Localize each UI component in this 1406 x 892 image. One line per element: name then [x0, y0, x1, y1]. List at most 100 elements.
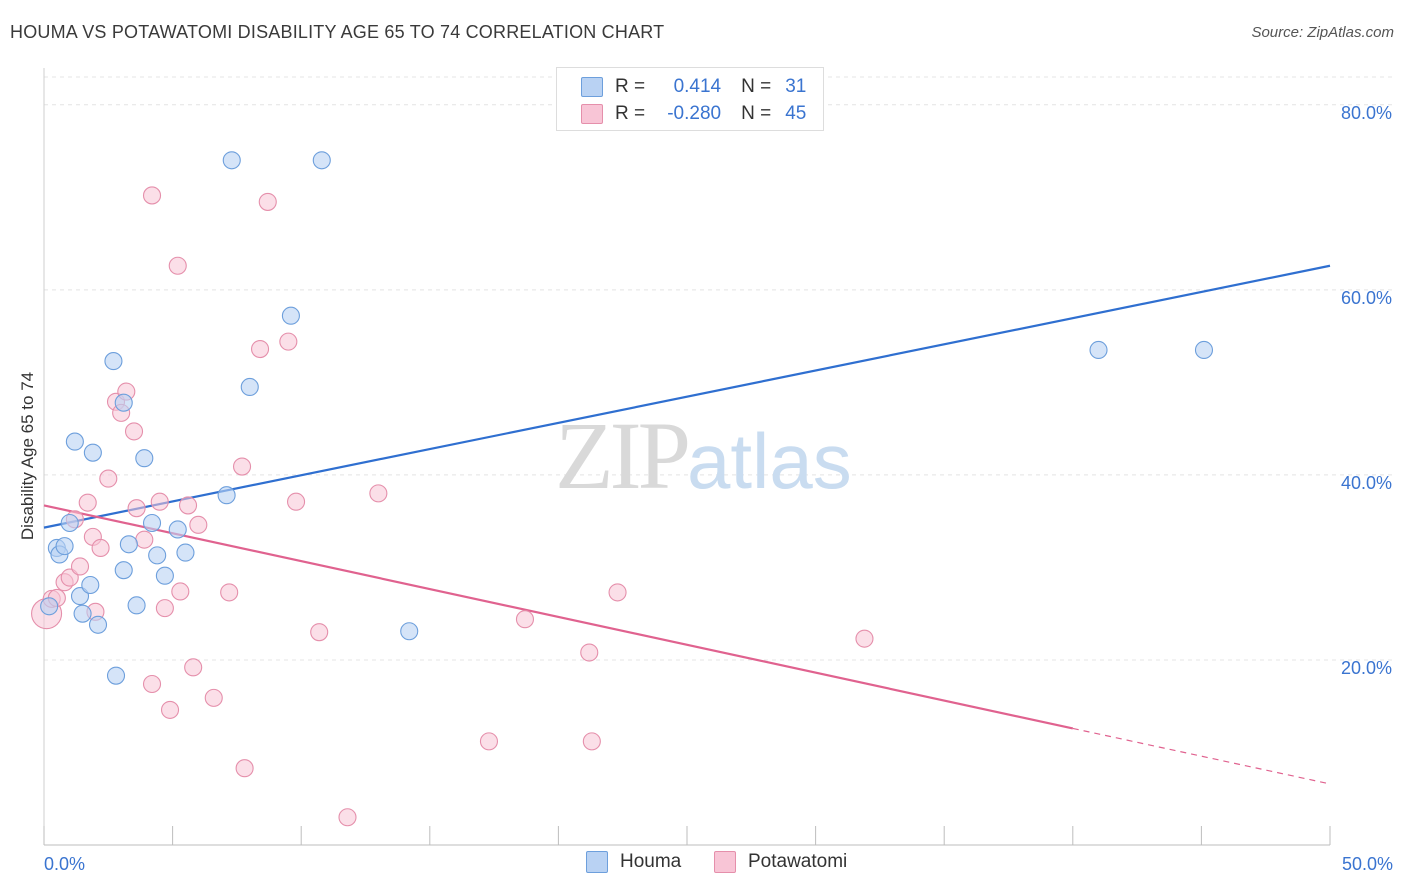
potawatomi-point	[310, 623, 329, 642]
potawatomi-r-label: R =	[615, 103, 646, 124]
correlation-stats-box: R = 0.414 N = 31 R = -0.280 N = 45	[556, 67, 824, 131]
houma-r-label: R =	[615, 76, 646, 97]
potawatomi-point	[369, 484, 388, 503]
y-tick-label: 20.0%	[1341, 658, 1392, 678]
houma-point	[312, 151, 331, 170]
axes	[43, 68, 1331, 846]
potawatomi-point	[258, 192, 277, 211]
potawatomi-point	[142, 186, 162, 205]
potawatomi-point	[184, 658, 203, 677]
houma-point	[127, 596, 146, 615]
potawatomi-point	[150, 492, 169, 511]
chart-title: HOUMA VS POTAWATOMI DISABILITY AGE 65 TO…	[10, 22, 665, 42]
houma-point	[40, 597, 59, 616]
potawatomi-point	[127, 499, 146, 518]
houma-point	[168, 520, 187, 539]
potawatomi-point	[189, 515, 208, 534]
houma-point	[83, 443, 102, 462]
potawatomi-point	[142, 674, 162, 694]
houma-point	[155, 566, 174, 585]
legend-houma-swatch	[586, 851, 608, 873]
legend-item-houma[interactable]: Houma	[586, 851, 681, 873]
houma-point	[55, 537, 74, 556]
potawatomi-point	[155, 599, 174, 618]
potawatomi-point	[204, 688, 223, 707]
y-tick-label: 80.0%	[1341, 103, 1392, 123]
potawatomi-point	[608, 583, 627, 602]
houma-trend-line	[43, 264, 1331, 529]
houma-point	[222, 151, 241, 170]
watermark-zip: ZIP	[555, 402, 691, 509]
data-points	[31, 151, 1214, 827]
potawatomi-point	[99, 469, 118, 488]
potawatomi-point	[580, 643, 599, 662]
houma-point	[104, 352, 123, 371]
potawatomi-point	[220, 583, 239, 602]
houma-point	[281, 306, 300, 325]
potawatomi-point	[171, 582, 190, 601]
potawatomi-point	[235, 759, 254, 778]
potawatomi-n-label: N =	[741, 103, 772, 124]
houma-point	[60, 513, 79, 533]
potawatomi-point	[91, 538, 110, 558]
watermark-atlas: atlas	[687, 417, 852, 505]
potawatomi-point	[70, 557, 90, 576]
y-tick-label: 60.0%	[1341, 288, 1392, 308]
houma-point	[119, 535, 138, 554]
potawatomi-point	[250, 339, 270, 359]
potawatomi-point	[515, 610, 535, 629]
houma-point	[73, 604, 92, 623]
houma-r-value: 0.414	[673, 76, 722, 97]
potawatomi-point	[287, 492, 306, 511]
potawatomi-point	[168, 256, 187, 275]
potawatomi-trend-line	[43, 504, 1074, 730]
legend-potawatomi-label: Potawatomi	[748, 851, 848, 872]
houma-point	[114, 393, 133, 412]
potawatomi-point	[338, 808, 357, 827]
houma-point	[135, 449, 154, 468]
potawatomi-n-value: 45	[785, 103, 807, 124]
x-tick-label: 50.0%	[1342, 854, 1393, 874]
houma-point	[65, 432, 84, 451]
potawatomi-r-value: -0.280	[667, 103, 722, 124]
houma-point	[1089, 340, 1108, 360]
y-tick-label: 40.0%	[1341, 473, 1392, 493]
houma-point	[1194, 340, 1214, 360]
stats-row-houma: R = 0.414 N = 31	[581, 74, 806, 100]
houma-point	[240, 377, 259, 397]
potawatomi-point	[78, 493, 97, 512]
houma-point	[176, 543, 195, 562]
potawatomi-trend-extension	[1072, 727, 1331, 785]
watermark: ZIPatlas	[555, 400, 852, 511]
potawatomi-point	[60, 568, 79, 587]
houma-point	[106, 666, 126, 685]
houma-point	[70, 587, 90, 606]
houma-point	[217, 486, 236, 505]
potawatomi-point	[135, 530, 154, 549]
trend-lines	[43, 264, 1331, 785]
houma-point	[81, 575, 100, 595]
houma-point	[148, 546, 167, 565]
potawatomi-point	[178, 496, 198, 515]
legend-potawatomi-swatch	[714, 851, 736, 873]
potawatomi-point	[232, 457, 252, 476]
x-tick-label: 0.0%	[44, 854, 85, 874]
legend-houma-label: Houma	[620, 851, 682, 872]
y-axis-label: Disability Age 65 to 74	[18, 371, 37, 541]
potawatomi-swatch	[581, 104, 603, 124]
potawatomi-point	[124, 422, 144, 441]
houma-n-value: 31	[785, 76, 807, 97]
houma-swatch	[581, 77, 603, 97]
potawatomi-point	[479, 732, 499, 751]
potawatomi-point	[279, 332, 298, 351]
gridlines	[44, 76, 1392, 661]
stats-row-potawatomi: R = -0.280 N = 45	[581, 101, 806, 127]
potawatomi-point	[582, 732, 601, 751]
tick-labels: 20.0% 40.0% 60.0% 80.0% 0.0% 50.0%	[44, 103, 1393, 874]
potawatomi-point	[160, 700, 180, 719]
source-credit: Source: ZipAtlas.com	[1251, 24, 1394, 41]
houma-point	[400, 622, 419, 641]
legend-item-potawatomi[interactable]: Potawatomi	[714, 851, 847, 873]
houma-n-label: N =	[741, 76, 772, 97]
